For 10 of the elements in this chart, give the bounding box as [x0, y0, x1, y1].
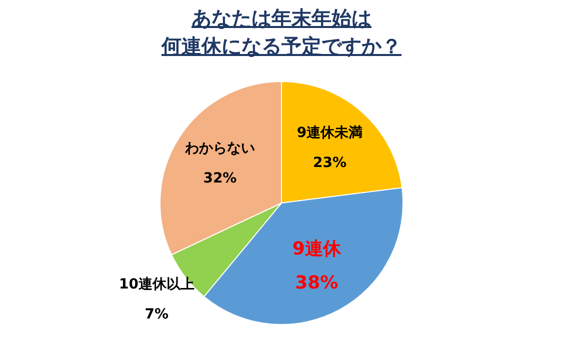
slice-label: 9連休	[292, 238, 342, 260]
slice-label: 9連休未満	[296, 124, 363, 141]
data-label: 23%	[312, 154, 346, 171]
chart-title: あなたは年末年始は	[192, 6, 372, 30]
slice-label: わからない	[184, 140, 255, 157]
data-label: 38%	[295, 272, 338, 294]
data-label: 32%	[203, 170, 237, 187]
data-label: 7%	[144, 306, 169, 322]
chart-subtitle: 何連休になる予定ですか？	[162, 34, 402, 58]
slice-label: 10連休以上	[118, 276, 194, 292]
